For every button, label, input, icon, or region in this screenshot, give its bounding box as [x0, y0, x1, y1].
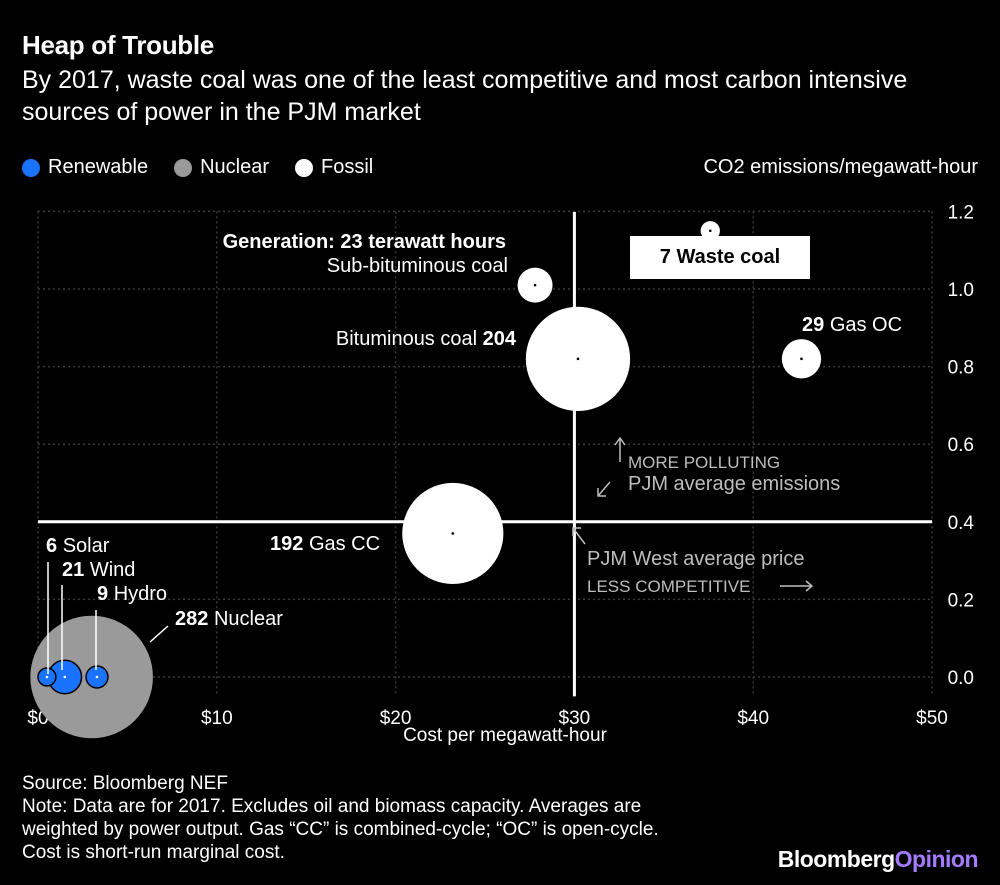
point-label-name-nuclear: Nuclear	[214, 608, 283, 630]
point-label-value-gas-cc: 192	[270, 533, 309, 555]
bubble-center-hydro	[95, 675, 99, 679]
more-polluting-label: MORE POLLUTING	[628, 453, 780, 472]
bubble-center-solar	[45, 675, 49, 679]
legend-dot-renewable	[22, 158, 40, 177]
point-label-value-wind: 21	[62, 559, 90, 581]
x-tick-label-3: $30	[559, 708, 591, 729]
point-label-name-bituminous-coal: Bituminous coal	[336, 328, 483, 350]
legend-label-renewable: Renewable	[48, 156, 149, 178]
leader-line-nuclear	[149, 625, 169, 643]
bubble-center-wind	[63, 675, 67, 679]
x-tick-label-4: $40	[737, 708, 769, 729]
avg-price-arrow	[572, 527, 586, 545]
avg-price-label: PJM West average price	[587, 548, 805, 570]
point-label-name-solar: Solar	[63, 535, 110, 557]
point-label-gas-oc: 29 Gas OC	[802, 314, 902, 336]
x-axis-title: Cost per megawatt-hour	[403, 725, 607, 746]
point-label-name-wind: Wind	[90, 559, 136, 581]
point-label-value-bituminous-coal: 204	[483, 328, 517, 350]
note-line-3: Cost is short-run marginal cost.	[22, 842, 285, 863]
point-label-sub-bituminous-coal: Sub-bituminous coal	[327, 255, 508, 277]
source-text: Source: Bloomberg NEF	[22, 773, 228, 794]
bubble-center-waste-coal	[708, 229, 712, 233]
less-competitive-label: LESS COMPETITIVE	[587, 577, 750, 596]
point-label-bituminous-coal: Bituminous coal 204	[336, 328, 517, 350]
point-label-solar: 6 Solar	[46, 535, 110, 557]
bubble-center-sub-bituminous-coal	[533, 283, 537, 287]
y-tick-label-0: 0.0	[948, 668, 974, 689]
y-axis-title: CO2 emissions/megawatt-hour	[703, 156, 978, 178]
legend-dot-nuclear	[174, 158, 193, 177]
point-label-gas-cc: 192 Gas CC	[270, 533, 380, 555]
point-label-name-gas-cc: Gas CC	[309, 533, 380, 555]
point-label-wind: 21 Wind	[62, 559, 135, 581]
avg-emissions-arrow	[597, 481, 611, 497]
point-label-name-hydro: Hydro	[114, 583, 167, 605]
legend-label-nuclear: Nuclear	[200, 156, 269, 178]
chart-subtitle: By 2017, waste coal was one of the least…	[22, 66, 908, 126]
legend: Renewable Nuclear Fossil	[22, 156, 373, 179]
footer-notes: Source: Bloomberg NEF Note: Data are for…	[22, 772, 659, 864]
bubble-chart: 0.00.20.40.60.81.01.2$0 $10 $20 $30 $40 $50Co…	[27, 202, 975, 746]
legend-dot-fossil	[295, 158, 313, 177]
bubble-center-gas-cc	[451, 532, 455, 535]
point-label-nuclear: 282 Nuclear	[175, 608, 283, 630]
y-tick-label-5: 1.0	[948, 280, 974, 301]
brand-opinion: Opinion	[894, 846, 979, 872]
bubble-size-label: Generation: 23 terawatt hours	[223, 231, 506, 253]
point-label-hydro: 9 Hydro	[97, 583, 167, 605]
y-tick-label-3: 0.6	[948, 435, 974, 456]
point-label-waste-coal: 7 Waste coal	[660, 246, 780, 268]
y-tick-label-4: 0.8	[948, 358, 974, 379]
y-tick-label-6: 1.2	[948, 202, 974, 223]
legend-item-nuclear: Nuclear	[174, 156, 269, 179]
brand-bloomberg: Bloomberg	[777, 846, 895, 872]
less-competitive-arrow	[780, 580, 814, 592]
point-label-value-nuclear: 282	[175, 608, 214, 630]
x-tick-label-1: $10	[201, 708, 233, 729]
chart-title: Heap of Trouble	[22, 30, 214, 60]
bubble-center-gas-oc	[800, 357, 803, 361]
note-line-2: weighted by power output. Gas “CC” is co…	[22, 819, 659, 840]
note-line-1: Note: Data are for 2017. Excludes oil an…	[22, 796, 642, 817]
point-label-name-gas-oc: Gas OC	[830, 314, 902, 336]
more-polluting-arrow	[614, 436, 626, 462]
x-tick-label-5: $50	[916, 708, 948, 729]
point-label-value-solar: 6	[46, 535, 63, 557]
legend-label-fossil: Fossil	[321, 156, 374, 178]
legend-item-fossil: Fossil	[295, 156, 373, 179]
point-label-name-sub-bituminous-coal: Sub-bituminous coal	[327, 255, 508, 277]
bubble-center-bituminous-coal	[576, 357, 580, 361]
y-tick-label-1: 0.2	[948, 590, 974, 611]
brand-logo: BloombergOpinion	[777, 846, 979, 873]
point-label-value-hydro: 9	[97, 583, 114, 605]
y-tick-label-2: 0.4	[948, 513, 975, 534]
legend-item-renewable: Renewable	[22, 156, 148, 179]
point-label-value-gas-oc: 29	[802, 314, 830, 336]
avg-emissions-label: PJM average emissions	[628, 473, 840, 495]
x-tick-label-2: $20	[380, 708, 412, 729]
waste-coal-callout-box	[630, 236, 810, 279]
